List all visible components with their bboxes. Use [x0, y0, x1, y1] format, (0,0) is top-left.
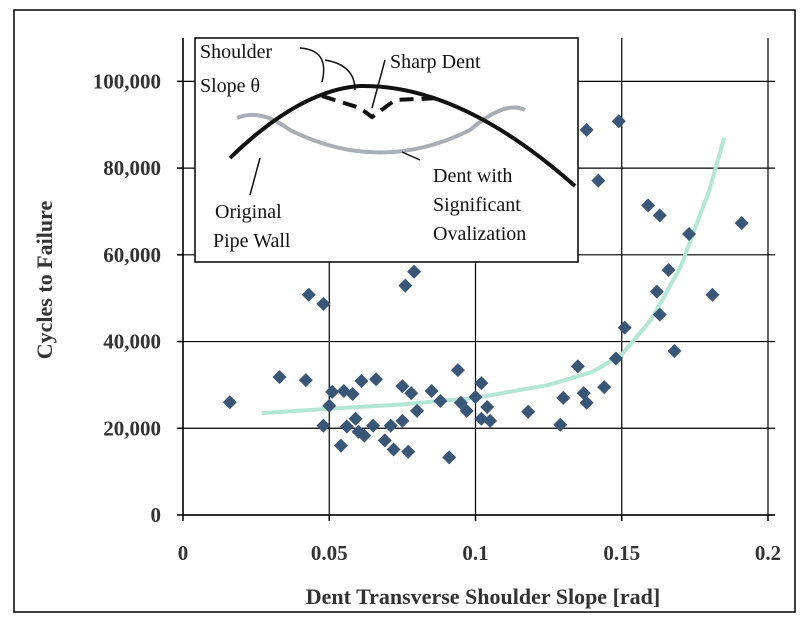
point: [395, 413, 410, 428]
annotation: Original: [215, 201, 282, 223]
point: [272, 370, 287, 385]
point: [398, 278, 413, 293]
point: [661, 262, 676, 277]
point: [322, 398, 337, 413]
x-axis-label: Dent Transverse Shoulder Slope [rad]: [306, 584, 660, 609]
x-tick-label: 0.15: [603, 541, 640, 565]
point: [442, 450, 457, 465]
point: [483, 413, 498, 428]
annotation: Ovalization: [433, 223, 526, 245]
point: [611, 114, 626, 129]
point: [468, 390, 483, 405]
leader: [249, 151, 421, 196]
inset: Shoulder Slope θ Sharp Dent Original Pip…: [194, 37, 579, 263]
point: [222, 395, 237, 410]
point: [617, 320, 632, 335]
annotation: Shoulder: [200, 41, 273, 63]
point: [553, 417, 568, 432]
point: [369, 372, 384, 387]
point: [395, 379, 410, 394]
point: [316, 296, 331, 311]
point: [570, 359, 585, 374]
x-tick-label: 0.05: [311, 541, 348, 565]
point: [386, 442, 401, 457]
point: [401, 444, 416, 459]
point: [579, 395, 594, 410]
leader: [299, 47, 356, 91]
y-tick-label: 100,000: [93, 69, 161, 93]
point: [410, 403, 424, 418]
point: [377, 433, 392, 448]
point: [734, 216, 749, 231]
point: [404, 386, 419, 401]
annotation: Significant: [433, 194, 521, 216]
point: [667, 344, 682, 359]
point: [325, 384, 340, 399]
y-tick-label: 80,000: [103, 156, 161, 180]
point: [652, 208, 667, 223]
y-tick-label: 20,000: [103, 416, 161, 440]
point: [521, 404, 536, 419]
point: [383, 418, 398, 433]
point: [316, 418, 331, 433]
point: [348, 411, 363, 426]
y-tick-label: 0: [151, 503, 162, 527]
y-tick-label: 40,000: [103, 330, 161, 354]
annotation: Slope θ: [200, 75, 260, 97]
point: [453, 395, 468, 410]
point: [591, 173, 606, 188]
trend-line: [261, 137, 727, 416]
point: [339, 419, 354, 434]
point: [705, 287, 720, 302]
y-axis-label: Cycles to Failure: [32, 201, 57, 360]
x-tick-label: 0.2: [755, 541, 781, 565]
point: [298, 373, 313, 388]
point: [450, 363, 465, 378]
marks: [222, 114, 749, 465]
point: [433, 393, 448, 408]
point: [641, 198, 656, 213]
x-tick-label: 0: [178, 541, 189, 565]
annotation: Sharp Dent: [390, 51, 481, 73]
point: [301, 287, 316, 302]
ovalized-wall: [236, 105, 526, 155]
annotation: Dent with: [433, 165, 512, 187]
point: [682, 227, 697, 242]
inset-box: [194, 37, 579, 263]
point: [407, 264, 422, 279]
point: [480, 400, 495, 415]
point: [597, 380, 612, 395]
point: [345, 387, 360, 402]
point: [366, 418, 381, 433]
original-wall: [228, 83, 577, 188]
frame: [13, 9, 796, 613]
x-tick-label: 0.1: [462, 541, 488, 565]
y-tick-label: 60,000: [103, 243, 161, 267]
point: [357, 428, 372, 443]
annotation: Pipe Wall: [213, 230, 291, 252]
point: [579, 122, 594, 137]
point: [474, 376, 489, 391]
leader: [371, 59, 386, 109]
point: [354, 374, 369, 389]
point: [608, 351, 623, 366]
point: [424, 383, 439, 398]
sharp-dent: [321, 94, 441, 120]
point: [649, 284, 664, 299]
point: [333, 438, 348, 453]
point: [556, 390, 571, 405]
point: [652, 307, 667, 322]
point: [459, 403, 474, 418]
